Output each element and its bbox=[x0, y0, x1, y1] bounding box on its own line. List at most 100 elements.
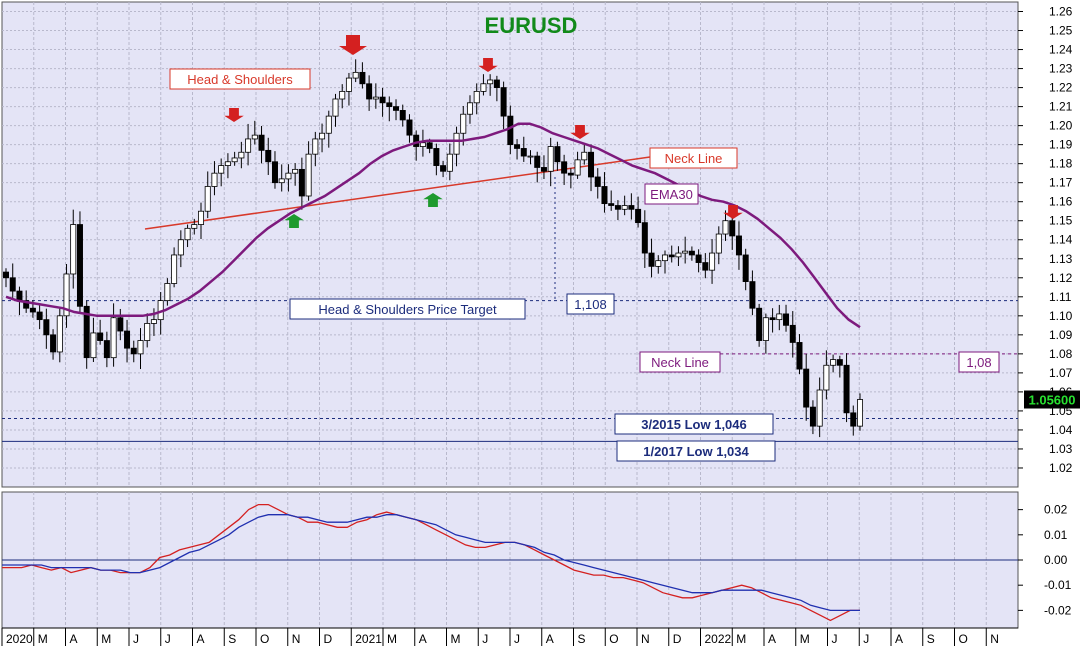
candle-body bbox=[325, 115, 332, 134]
y-tick-label: 1.19 bbox=[1049, 138, 1073, 152]
candle-body bbox=[413, 134, 420, 147]
candle-body bbox=[379, 96, 386, 104]
candle-body bbox=[809, 406, 816, 427]
up-arrow-icon bbox=[423, 193, 443, 207]
candle-body bbox=[776, 313, 783, 321]
candle-body bbox=[366, 83, 373, 100]
candle-body bbox=[709, 252, 716, 271]
y-tick-label: 1.16 bbox=[1049, 195, 1073, 209]
candle-body bbox=[843, 364, 850, 414]
candle-body bbox=[614, 205, 621, 210]
y-tick-label: 1.14 bbox=[1049, 233, 1073, 247]
y-tick-label: 1.26 bbox=[1049, 5, 1073, 19]
candle-body bbox=[762, 317, 769, 341]
candle-body bbox=[238, 151, 245, 159]
candle-body bbox=[372, 96, 379, 100]
candle-body bbox=[3, 271, 9, 279]
label-head-shoulders-text: Head & Shoulders bbox=[187, 72, 293, 87]
candle-body bbox=[218, 165, 225, 174]
x-tick-label: N bbox=[641, 632, 650, 646]
y-tick-label: 1.17 bbox=[1049, 176, 1073, 190]
candle-body bbox=[130, 347, 137, 355]
candle-body bbox=[540, 167, 547, 172]
candle-body bbox=[702, 262, 709, 271]
candle-body bbox=[783, 313, 790, 326]
label-neck-line-2-value: 1,08 bbox=[958, 351, 1000, 373]
y-tick-label: 0.01 bbox=[1044, 528, 1068, 542]
y-tick-label: 1.22 bbox=[1049, 81, 1073, 95]
candle-body bbox=[507, 115, 514, 146]
label-low-2017: 1/2017 Low 1,034 bbox=[616, 440, 776, 462]
candle-body bbox=[399, 110, 406, 121]
y-tick-label: 1.18 bbox=[1049, 157, 1073, 171]
candle-body bbox=[198, 210, 205, 225]
candlesticks bbox=[3, 59, 864, 438]
label-low-2017-box bbox=[616, 440, 776, 462]
y-tick-label: -0.02 bbox=[1044, 603, 1072, 617]
candle-body bbox=[16, 290, 23, 302]
x-tick-label: A bbox=[546, 632, 554, 646]
candle-body bbox=[695, 254, 702, 263]
x-tick-label: M bbox=[451, 632, 461, 646]
candle-body bbox=[393, 106, 400, 111]
candle-body bbox=[850, 412, 857, 427]
candle-body bbox=[621, 205, 628, 210]
candle-body bbox=[789, 324, 796, 343]
label-neck-line-box bbox=[649, 147, 738, 169]
candle-body bbox=[9, 277, 16, 292]
down-arrow-icon bbox=[478, 58, 498, 72]
candle-body bbox=[352, 71, 359, 79]
candle-body bbox=[184, 227, 191, 241]
candle-body bbox=[466, 102, 473, 115]
candle-body bbox=[50, 334, 57, 353]
candle-body bbox=[749, 281, 756, 309]
x-tick-label: J bbox=[133, 632, 139, 646]
y-tick-label: 1.21 bbox=[1049, 100, 1073, 114]
y-tick-label: 1.08 bbox=[1049, 347, 1073, 361]
candle-body bbox=[97, 332, 104, 341]
candle-body bbox=[43, 319, 50, 336]
x-tick-label: M bbox=[101, 632, 111, 646]
y-tick-label: 1.23 bbox=[1049, 62, 1073, 76]
label-price-target-value-box bbox=[566, 293, 615, 315]
candle-body bbox=[668, 254, 675, 258]
candle-body bbox=[171, 254, 178, 284]
label-low-2015-text: 3/2015 Low 1,046 bbox=[641, 417, 747, 432]
candle-body bbox=[345, 77, 352, 92]
annotations: Head & Shoulders Neck Line EMA30 Head & Sho… bbox=[169, 35, 1080, 462]
y-tick-label: 0.02 bbox=[1044, 503, 1068, 517]
candle-body bbox=[655, 260, 662, 267]
candle-body bbox=[177, 239, 184, 256]
x-tick-label: J bbox=[863, 632, 869, 646]
candle-body bbox=[547, 146, 554, 172]
candle-body bbox=[110, 317, 117, 359]
ema30-line bbox=[5, 122, 861, 329]
x-tick-label: J bbox=[482, 632, 488, 646]
candle-body bbox=[554, 146, 561, 163]
x-tick-label: 2021 bbox=[355, 632, 382, 646]
x-tick-label: J bbox=[514, 632, 520, 646]
label-neck-line-2-text: Neck Line bbox=[651, 355, 709, 370]
down-arrow-icon bbox=[339, 35, 367, 55]
y-tick-label: 1.20 bbox=[1049, 119, 1073, 133]
candle-body bbox=[29, 307, 36, 313]
candle-body bbox=[823, 364, 830, 391]
down-arrow-icon bbox=[224, 108, 244, 122]
x-tick-label: S bbox=[927, 632, 935, 646]
down-arrow-icon bbox=[723, 205, 743, 219]
candle-body bbox=[83, 305, 90, 359]
x-tick-label: M bbox=[38, 632, 48, 646]
candle-body bbox=[70, 224, 77, 275]
label-low-2015-box bbox=[614, 413, 774, 435]
candle-body bbox=[440, 165, 447, 172]
x-tick-label: A bbox=[419, 632, 427, 646]
down-arrow-icon bbox=[570, 125, 590, 139]
label-neck-line: Neck Line bbox=[649, 147, 738, 169]
label-low-2015: 3/2015 Low 1,046 bbox=[614, 413, 774, 435]
candle-body bbox=[715, 233, 722, 254]
candle-body bbox=[742, 254, 749, 282]
candle-body bbox=[339, 90, 346, 100]
candle-body bbox=[305, 153, 312, 197]
label-neck-line-2-value-text: 1,08 bbox=[966, 355, 991, 370]
